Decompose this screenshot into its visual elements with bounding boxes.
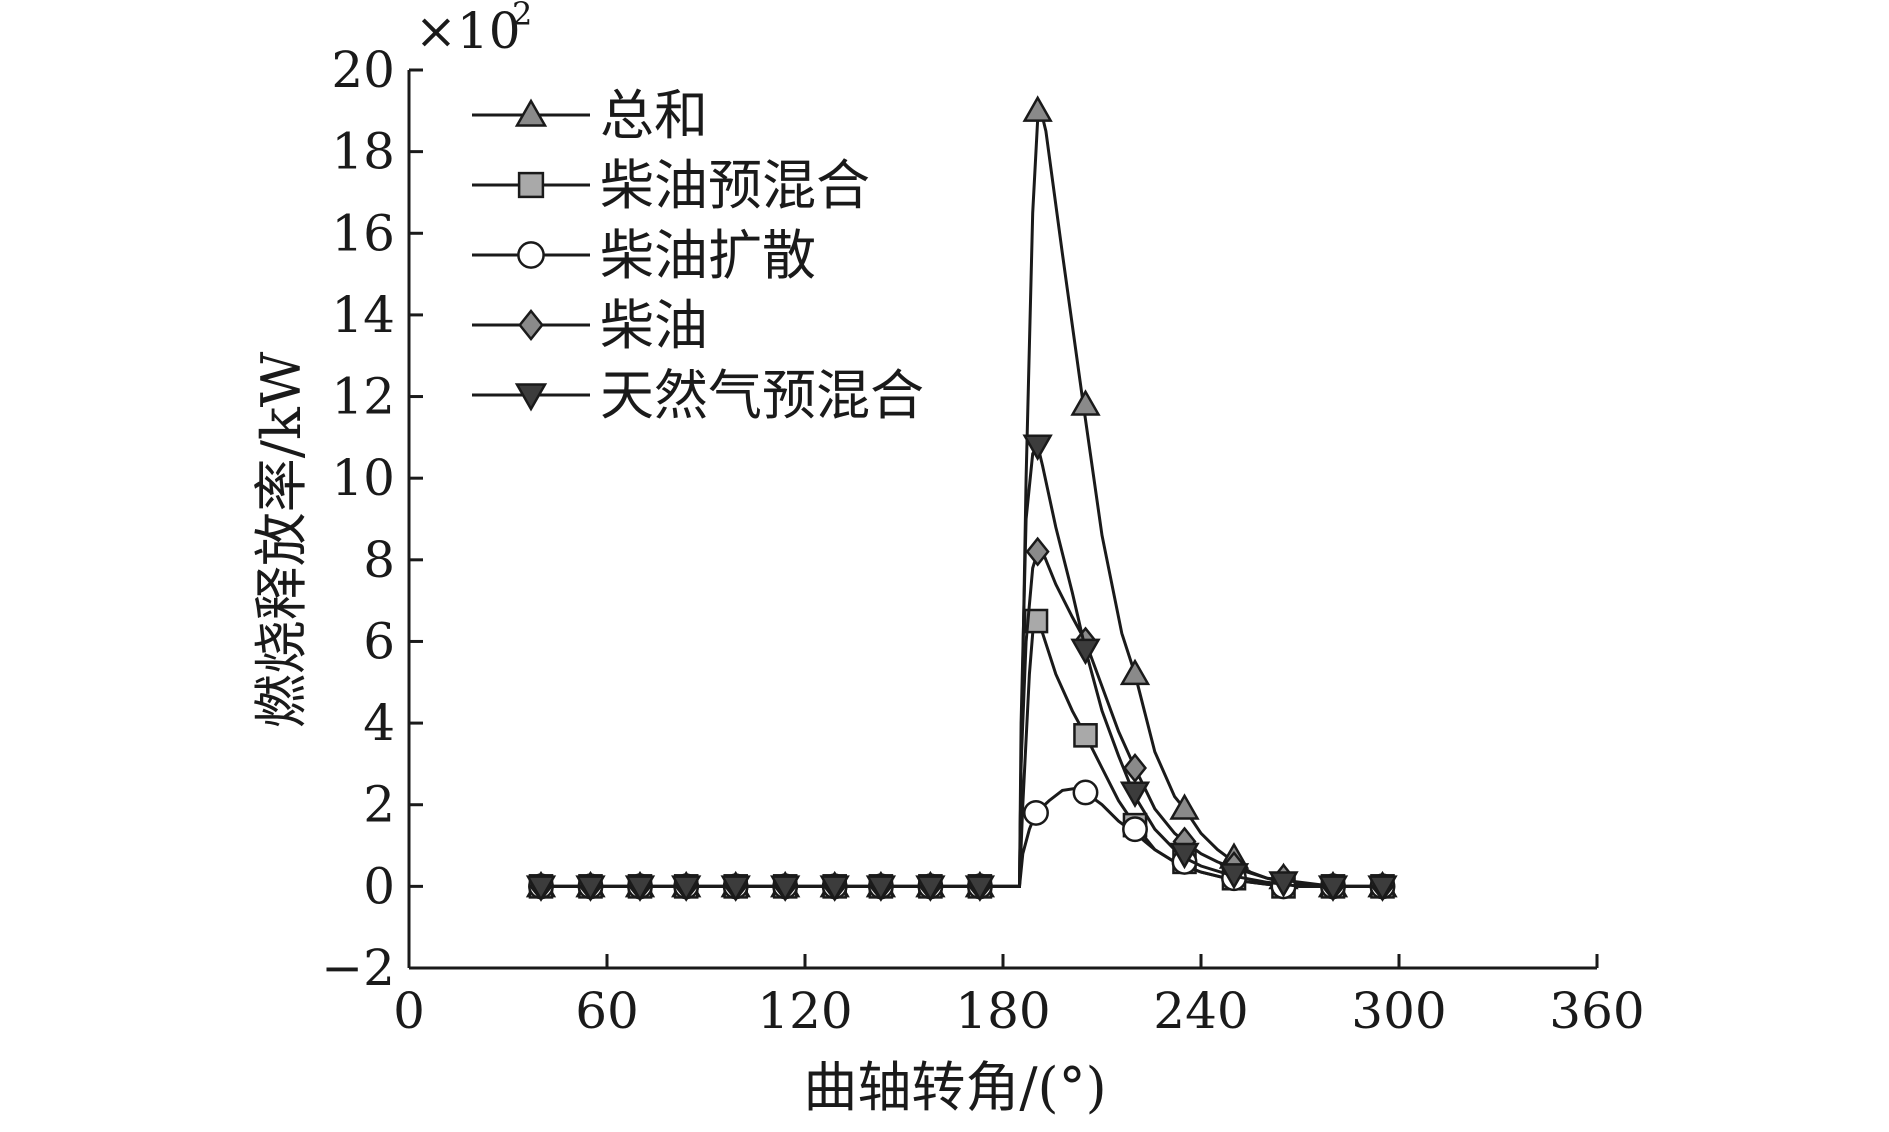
- diamond-marker: [1025, 536, 1050, 567]
- circle-marker: [1122, 816, 1148, 843]
- inverted-triangle-marker: [1317, 875, 1349, 902]
- y-ticks: −2 0 2 4 6 8 10 12 14 16 18 20: [321, 41, 423, 997]
- series-line: [541, 550, 1383, 888]
- triangle-marker: [1022, 95, 1053, 122]
- inverted-triangle-marker: [575, 875, 606, 902]
- inverted-triangle-marker: [525, 875, 557, 902]
- inverted-triangle-marker: [865, 875, 897, 902]
- series-layer: [525, 95, 1398, 902]
- legend-label: 总和: [600, 84, 708, 147]
- series-0: [525, 95, 1398, 898]
- inverted-triangle-marker: [1022, 434, 1053, 462]
- legend-label: 天然气预混合: [600, 364, 924, 427]
- inverted-triangle-marker: [819, 875, 850, 902]
- inverted-triangle-marker: [514, 383, 548, 412]
- inverted-triangle-marker: [770, 875, 801, 902]
- square-marker: [517, 171, 545, 199]
- inverted-triangle-marker: [720, 875, 751, 902]
- x-tick-label: 180: [955, 982, 1050, 1040]
- legend-item: 柴油扩散: [472, 224, 816, 287]
- diamond-marker: [1122, 752, 1148, 783]
- inverted-triangle-marker: [964, 875, 996, 902]
- y-multiplier-label: ×10: [415, 2, 521, 60]
- square-marker: [1073, 723, 1098, 748]
- series-line: [541, 616, 1383, 888]
- legend-item: 柴油预混合: [472, 154, 870, 217]
- y-axis-title: 燃烧释放率/kW: [250, 351, 313, 728]
- inverted-triangle-marker: [1218, 863, 1250, 890]
- triangle-marker: [514, 98, 548, 127]
- legend-label: 柴油扩散: [600, 224, 816, 287]
- y-multiplier-exponent: 2: [512, 0, 532, 33]
- y-tick-label: 20: [331, 41, 395, 99]
- x-axis-title: 曲轴转角/(°): [803, 1056, 1106, 1119]
- legend-item: 天然气预混合: [472, 364, 924, 427]
- triangle-marker: [1119, 658, 1151, 686]
- y-tick-label: 14: [331, 286, 395, 344]
- x-ticks: 0 60 120 180 240 300 360: [393, 954, 1645, 1040]
- circle-marker: [517, 241, 545, 269]
- y-tick-label: 18: [331, 123, 395, 181]
- triangle-marker: [1070, 389, 1101, 416]
- x-tick-label: 120: [757, 982, 852, 1040]
- series-line: [541, 786, 1383, 888]
- circle-marker: [1023, 799, 1049, 826]
- y-tick-label: 10: [331, 449, 395, 507]
- diamond-marker: [518, 308, 544, 342]
- y-tick-label: 12: [331, 368, 395, 426]
- y-tick-label: 4: [363, 694, 395, 752]
- y-tick-label: 0: [363, 857, 395, 915]
- legend-item: 总和: [472, 84, 708, 147]
- y-tick-label: 8: [363, 531, 395, 589]
- legend-label: 柴油预混合: [600, 154, 870, 217]
- series-line: [541, 441, 1383, 888]
- inverted-triangle-marker: [1070, 638, 1101, 666]
- y-tick-label: 2: [363, 776, 395, 834]
- legend-label: 柴油: [600, 294, 708, 357]
- axes: [407, 70, 1597, 970]
- legend-item: 柴油: [472, 294, 708, 357]
- x-tick-label: 300: [1351, 982, 1446, 1040]
- inverted-triangle-marker: [1119, 781, 1151, 809]
- inverted-triangle-marker: [1268, 871, 1299, 898]
- inverted-triangle-marker: [1367, 875, 1398, 902]
- circle-marker: [1072, 779, 1099, 806]
- series-3: [528, 536, 1395, 902]
- x-tick-label: 60: [575, 982, 639, 1040]
- inverted-triangle-marker: [624, 875, 656, 902]
- x-tick-label: 360: [1549, 982, 1644, 1040]
- inverted-triangle-marker: [671, 875, 702, 902]
- series-1: [528, 608, 1395, 899]
- inverted-triangle-marker: [915, 875, 946, 902]
- inverted-triangle-marker: [1169, 842, 1200, 870]
- x-tick-label: 240: [1153, 982, 1248, 1040]
- y-tick-label: 16: [331, 204, 395, 262]
- y-tick-label: 6: [363, 612, 395, 670]
- triangle-marker: [1169, 793, 1200, 820]
- series-4: [525, 434, 1398, 902]
- x-tick-label: 0: [393, 982, 425, 1040]
- y-axis-multiplier: ×10 2: [415, 0, 532, 60]
- y-tick-label: −2: [321, 939, 395, 997]
